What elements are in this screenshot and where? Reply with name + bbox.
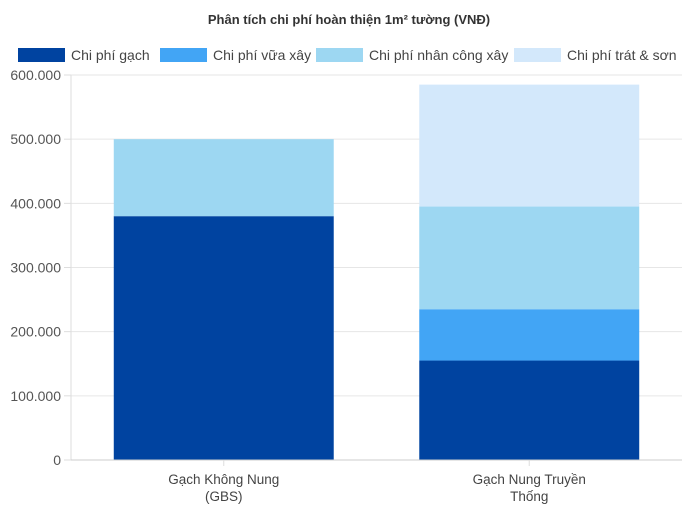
legend-label-1: Chi phí gạch (71, 47, 150, 63)
bar-2-series-1 (419, 360, 640, 460)
bars (113, 84, 640, 460)
axes (70, 75, 682, 461)
bar-1-series-1 (113, 216, 334, 460)
x-tick-label-2-line-2: Thống (510, 489, 548, 504)
bar-2-series-3 (419, 206, 640, 310)
y-tick-label-5: 500.000 (10, 131, 61, 147)
x-tick-label-1-line-1: Gạch Không Nung (168, 472, 279, 487)
y-tick-labels: 0 100.000 200.000 300.000 400.000 500.000 600.… (10, 67, 61, 468)
x-tick-label-2-line-1: Gạch Nung Truyền (473, 472, 586, 487)
x-tick-labels: Gạch Không Nung (GBS) Gạch Nung Truyền Thốn… (168, 460, 586, 504)
x-tick-label-1-line-2: (GBS) (205, 489, 243, 504)
y-tick-label-0: 0 (53, 452, 61, 468)
y-tick-label-3: 300.000 (10, 260, 61, 276)
legend-label-4: Chi phí trát & sơn (567, 47, 677, 63)
legend-label-2: Chi phí vữa xây (213, 47, 311, 63)
legend-swatch-2 (160, 48, 207, 62)
bar-2-series-2 (419, 309, 640, 361)
legend-swatch-4 (514, 48, 561, 62)
bar-2-series-4 (419, 84, 640, 207)
chart-title: Phân tích chi phí hoàn thiện 1m² tường (… (208, 12, 490, 27)
y-tick-label-1: 100.000 (10, 388, 61, 404)
y-tick-label-4: 400.000 (10, 195, 61, 211)
legend-label-3: Chi phí nhân công xây (369, 47, 508, 63)
legend-swatch-1 (18, 48, 65, 62)
legend: Chi phí gạch Chi phí vữa xây Chi phí nhân … (18, 47, 677, 63)
y-tick-label-6: 600.000 (10, 67, 61, 83)
bar-1-series-3 (113, 139, 334, 217)
legend-swatch-3 (316, 48, 363, 62)
y-tick-label-2: 200.000 (10, 324, 61, 340)
